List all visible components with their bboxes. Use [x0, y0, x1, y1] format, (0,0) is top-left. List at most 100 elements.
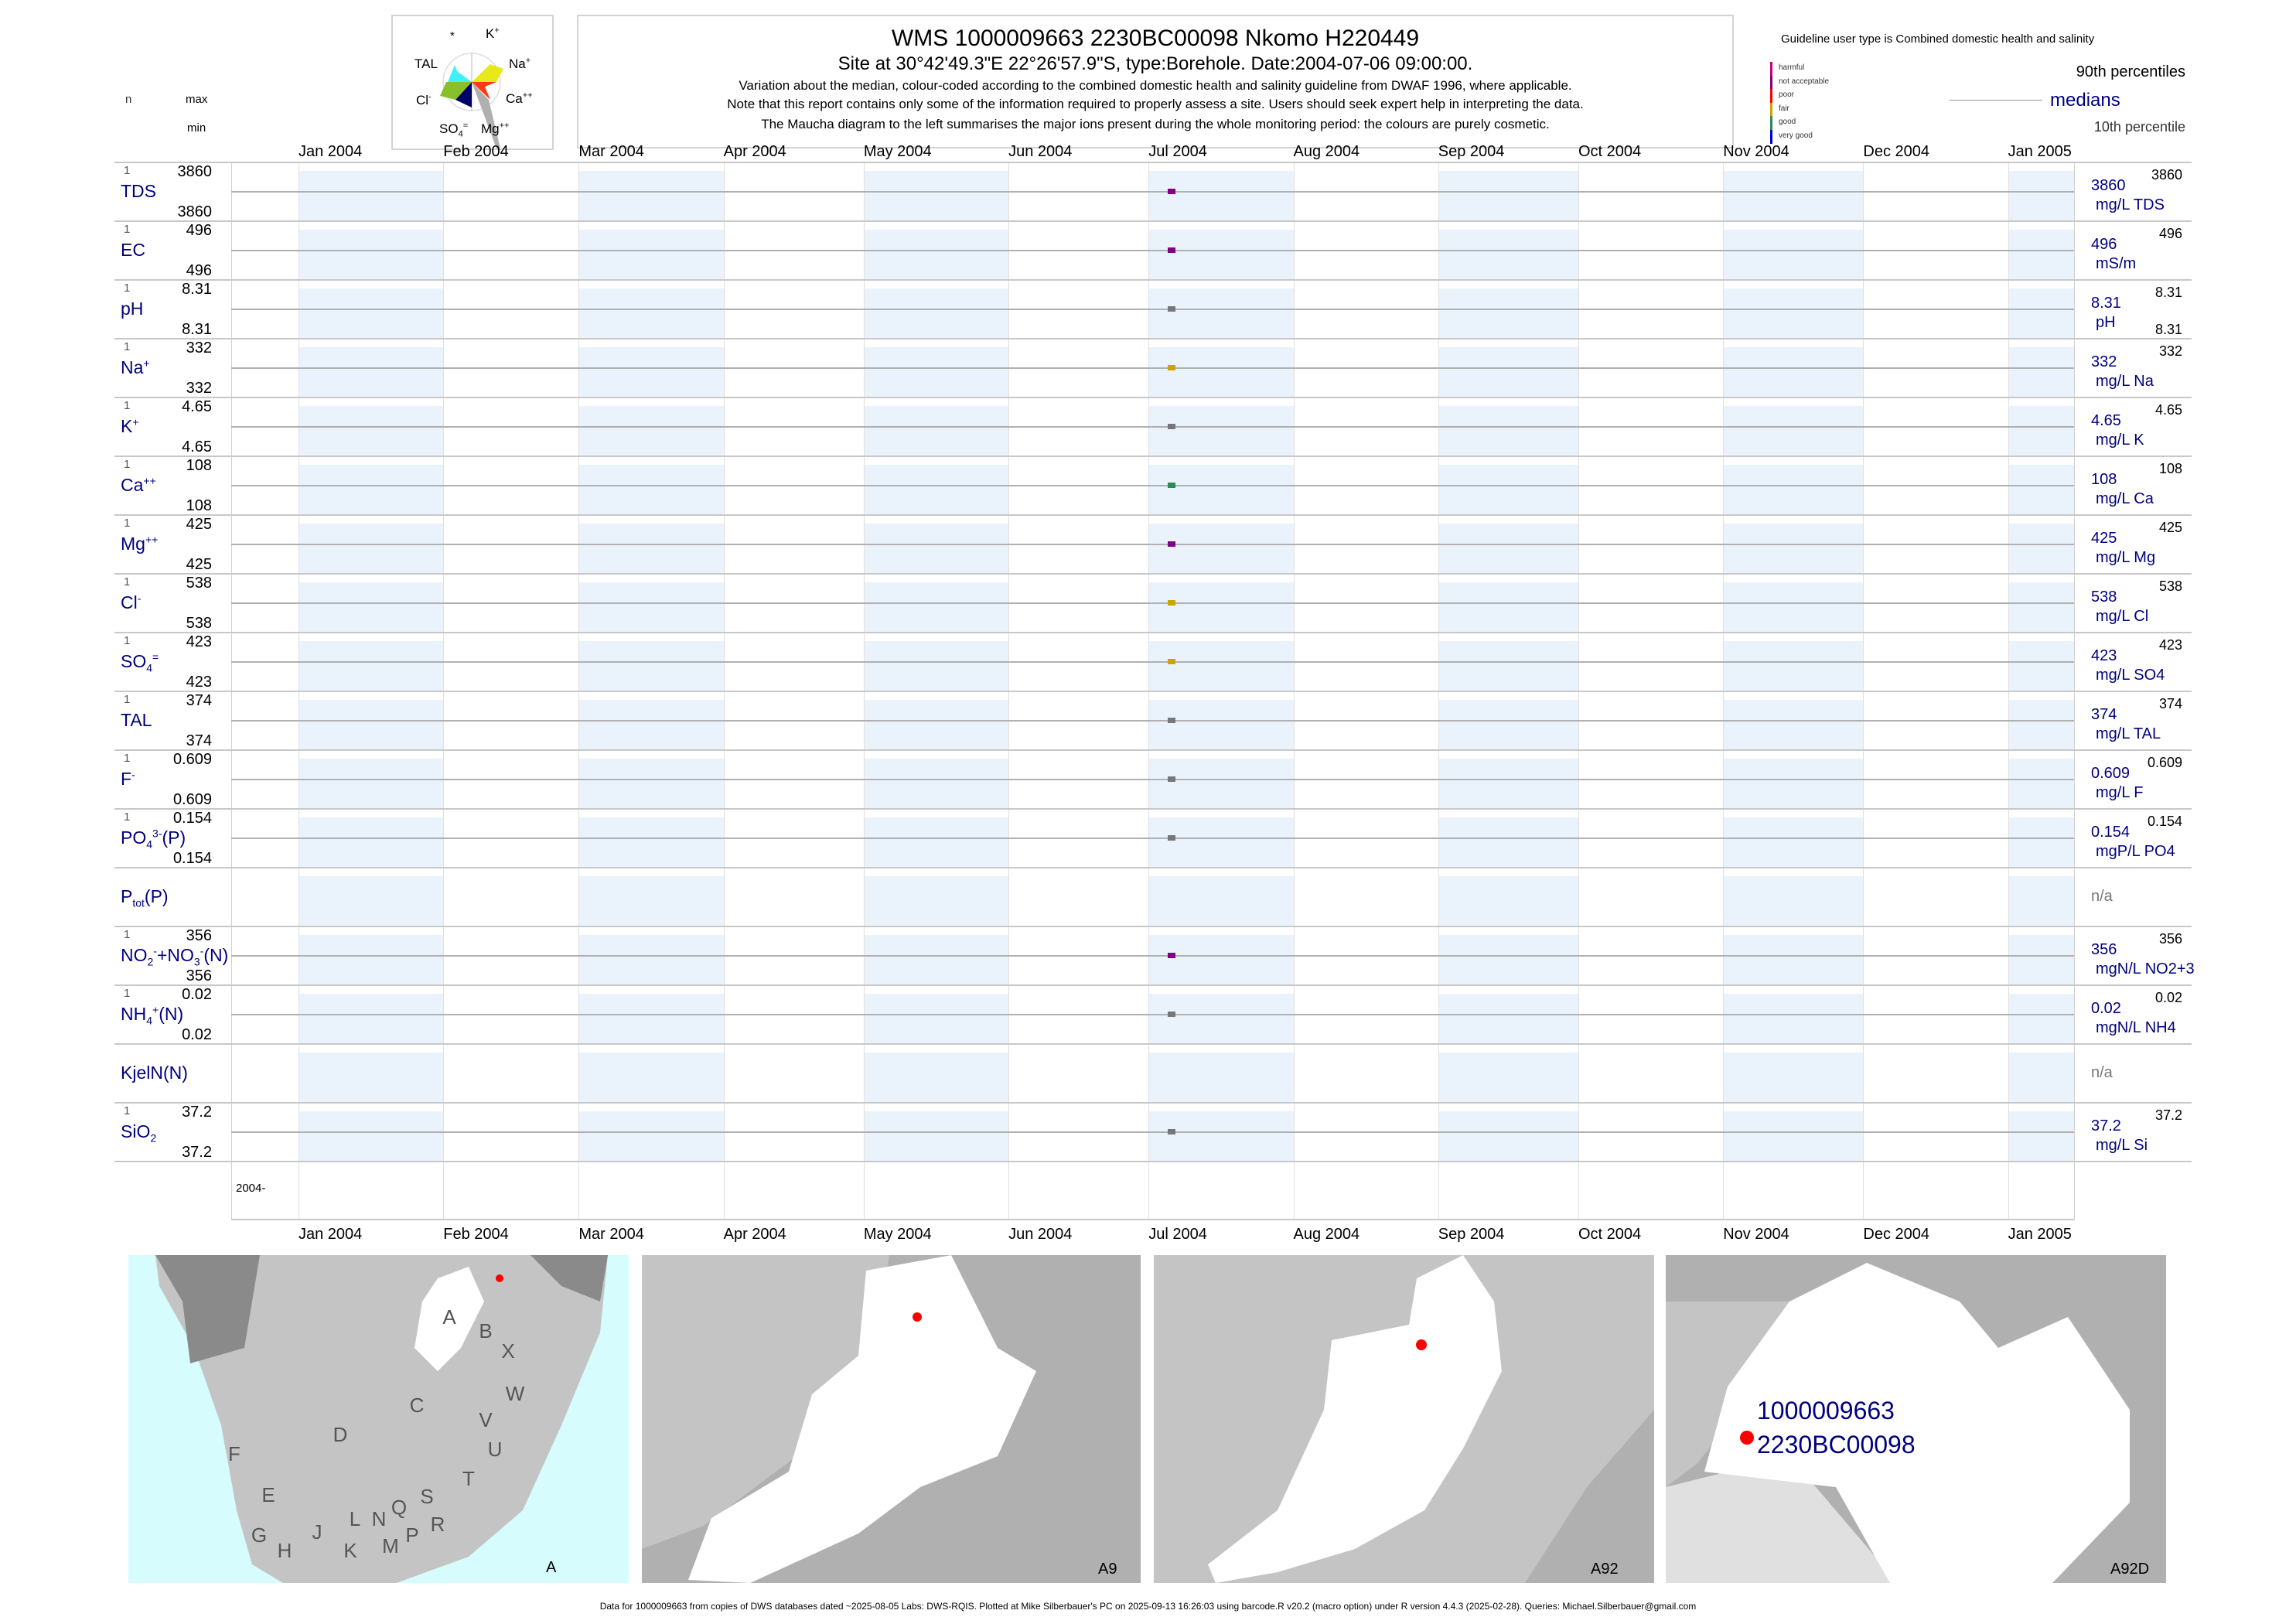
legend-class-label: not acceptable: [1779, 77, 1830, 86]
sample-point[interactable]: [1168, 776, 1176, 782]
month-gridline: [863, 162, 865, 1219]
median-line: [231, 426, 2074, 428]
sample-point[interactable]: [1168, 600, 1176, 606]
row-divider: [114, 455, 2192, 457]
row-divider: [114, 867, 2192, 868]
month-shade: [863, 641, 1009, 691]
sample-point[interactable]: [1168, 1012, 1176, 1017]
neighbour-area: [1666, 1456, 1898, 1583]
region-letter: Q: [391, 1496, 407, 1519]
max-value: 0.154: [172, 810, 212, 827]
median-value: 356: [2091, 941, 2117, 958]
maucha-chart: [440, 53, 503, 148]
month-shade: [578, 1111, 724, 1161]
max-value: 538: [186, 575, 212, 592]
p90-value: 108: [2158, 461, 2182, 476]
unit-label: mg/L F: [2096, 784, 2144, 801]
region-letter: F: [228, 1442, 241, 1465]
month-shade: [299, 935, 444, 984]
median-line: [231, 309, 2074, 310]
region-letter: S: [420, 1485, 433, 1508]
month-shade: [1723, 230, 1864, 279]
min-value: 4.65: [182, 438, 212, 455]
month-shade: [1438, 935, 1578, 984]
month-shade: [1148, 1111, 1294, 1161]
month-shade: [1148, 935, 1294, 984]
neighbour-area: [642, 1255, 889, 1549]
map-panel-a9: A9: [642, 1255, 1141, 1583]
sample-point[interactable]: [1168, 1129, 1176, 1134]
row-divider: [114, 926, 2192, 927]
month-shade: [578, 230, 724, 279]
sample-point[interactable]: [1168, 247, 1176, 253]
p90-value: 0.154: [2147, 814, 2182, 829]
sample-point[interactable]: [1168, 541, 1176, 547]
title-box: WMS 1000009663 2230BC00098 Nkomo H220449…: [577, 15, 1734, 148]
sample-point[interactable]: [1168, 659, 1176, 664]
min-value: 423: [186, 674, 212, 691]
month-label-bottom: Jul 2004: [1148, 1226, 1207, 1243]
median-line: [231, 720, 2074, 722]
sample-point[interactable]: [1168, 483, 1176, 488]
median-line: [231, 602, 2074, 604]
max-value: 37.2: [182, 1104, 212, 1121]
month-gridline: [443, 162, 445, 1219]
parameter-label-part: tot: [132, 896, 145, 909]
month-shade: [863, 582, 1009, 632]
parameter-label-part: K: [121, 416, 133, 436]
month-label-top: Feb 2004: [443, 143, 509, 160]
parameter-label-part: Na: [121, 357, 144, 377]
month-shade: [1148, 876, 1294, 926]
sample-count: 1: [124, 693, 131, 706]
month-label-bottom: Oct 2004: [1578, 1226, 1642, 1243]
map-a92d: 1000009663 2230BC00098 A92D: [1666, 1263, 2149, 1583]
p90-value: 374: [2158, 696, 2182, 711]
month-shade: [2008, 524, 2074, 573]
sample-point[interactable]: [1168, 306, 1176, 312]
parameter-label: NO2-+NO3-(N): [121, 945, 228, 967]
legend-p90: 90th percentiles: [2076, 63, 2185, 80]
region-letter: X: [501, 1339, 514, 1363]
max-value: 4.65: [182, 398, 212, 415]
parameter-label: TDS: [121, 183, 156, 200]
sample-point[interactable]: [1168, 365, 1176, 370]
month-shade: [1438, 759, 1578, 808]
region-letter: D: [333, 1423, 348, 1446]
sample-point[interactable]: [1168, 189, 1176, 194]
sample-point[interactable]: [1168, 424, 1176, 429]
sample-point[interactable]: [1168, 718, 1176, 723]
row-divider: [114, 338, 2192, 339]
maucha-cl-wedge: [440, 82, 472, 100]
median-value: 0.154: [2091, 824, 2131, 841]
legend-class-label: good: [1779, 118, 1796, 126]
parameter-label: TAL: [121, 711, 152, 729]
month-shade: [1438, 347, 1578, 397]
sample-point[interactable]: [1168, 953, 1176, 958]
month-shade: [578, 288, 724, 338]
station-marker: [913, 1312, 922, 1322]
month-gridline: [1863, 162, 1864, 1219]
month-shade: [578, 524, 724, 573]
min-value: 538: [186, 615, 212, 632]
p90-value: 332: [2158, 343, 2182, 359]
unit-label: pH: [2096, 314, 2116, 331]
legend-medians: medians: [2050, 90, 2120, 111]
legend-class-label: harmful: [1779, 63, 1805, 72]
month-shade: [2008, 171, 2074, 220]
row-divider: [114, 514, 2192, 516]
parameter-label-part: 3: [193, 955, 200, 968]
max-value: 0.609: [172, 751, 212, 768]
median-line: [231, 1014, 2074, 1015]
month-shade: [299, 1111, 444, 1161]
station-code-label: 2230BC00098: [1757, 1431, 1916, 1459]
month-gridline: [1723, 162, 1725, 1219]
parameter-label: Ptot(P): [121, 888, 169, 909]
not-available-label: n/a: [2091, 1064, 2113, 1081]
month-gridline: [1438, 162, 1439, 1219]
sample-point[interactable]: [1168, 835, 1176, 841]
month-shade: [1438, 641, 1578, 691]
maucha-label-k: K+: [486, 26, 500, 41]
parameter-label-part: +: [152, 1003, 159, 1016]
legend-color-bar: [1770, 102, 1772, 117]
